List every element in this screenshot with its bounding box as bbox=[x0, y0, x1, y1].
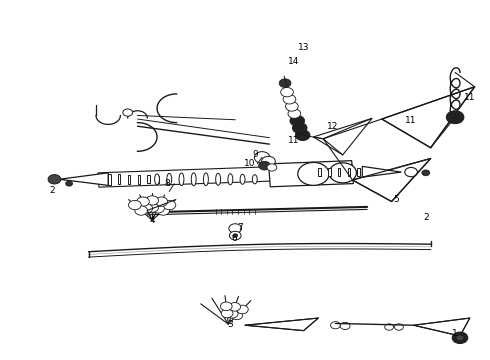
Circle shape bbox=[329, 163, 356, 183]
Circle shape bbox=[293, 123, 307, 134]
Circle shape bbox=[446, 111, 464, 124]
Circle shape bbox=[254, 152, 270, 163]
Circle shape bbox=[146, 196, 159, 205]
Circle shape bbox=[405, 167, 417, 177]
Text: 6: 6 bbox=[231, 234, 237, 243]
Polygon shape bbox=[347, 168, 350, 176]
Circle shape bbox=[295, 130, 310, 140]
Polygon shape bbox=[338, 168, 340, 176]
Circle shape bbox=[262, 156, 275, 166]
Text: 11: 11 bbox=[405, 116, 417, 125]
Polygon shape bbox=[98, 164, 353, 187]
Text: 2: 2 bbox=[49, 186, 55, 195]
Text: 9: 9 bbox=[252, 150, 258, 159]
Circle shape bbox=[140, 204, 153, 213]
Polygon shape bbox=[245, 318, 318, 330]
Circle shape bbox=[135, 206, 147, 215]
Circle shape bbox=[340, 322, 350, 329]
Circle shape bbox=[385, 324, 393, 330]
Circle shape bbox=[290, 116, 305, 126]
Text: 13: 13 bbox=[298, 43, 309, 52]
Ellipse shape bbox=[203, 173, 208, 186]
Circle shape bbox=[288, 109, 301, 118]
Circle shape bbox=[267, 164, 277, 171]
Text: 14: 14 bbox=[288, 57, 299, 66]
Polygon shape bbox=[352, 158, 431, 202]
Circle shape bbox=[229, 231, 241, 240]
Polygon shape bbox=[328, 168, 331, 176]
Ellipse shape bbox=[179, 173, 184, 185]
Circle shape bbox=[298, 162, 329, 185]
Circle shape bbox=[456, 335, 464, 341]
Polygon shape bbox=[138, 175, 140, 184]
Polygon shape bbox=[157, 176, 159, 183]
Ellipse shape bbox=[216, 173, 220, 185]
Circle shape bbox=[152, 204, 164, 213]
Circle shape bbox=[221, 309, 233, 318]
Circle shape bbox=[231, 311, 243, 320]
Circle shape bbox=[237, 305, 248, 314]
Text: 1: 1 bbox=[452, 329, 458, 338]
Circle shape bbox=[281, 87, 294, 97]
Text: 5: 5 bbox=[393, 195, 399, 204]
Text: 3: 3 bbox=[227, 320, 233, 329]
Circle shape bbox=[137, 197, 149, 206]
Polygon shape bbox=[59, 173, 108, 185]
Polygon shape bbox=[128, 175, 130, 184]
Circle shape bbox=[163, 201, 176, 210]
Ellipse shape bbox=[155, 174, 159, 185]
Circle shape bbox=[123, 109, 133, 116]
Circle shape bbox=[422, 170, 430, 176]
Ellipse shape bbox=[228, 174, 233, 185]
Polygon shape bbox=[414, 318, 470, 336]
Text: 11: 11 bbox=[464, 93, 475, 102]
Circle shape bbox=[394, 324, 403, 330]
Text: 11: 11 bbox=[288, 136, 299, 145]
Circle shape bbox=[233, 234, 238, 237]
Ellipse shape bbox=[191, 173, 196, 186]
Circle shape bbox=[226, 310, 238, 318]
Circle shape bbox=[146, 203, 159, 212]
Circle shape bbox=[48, 175, 61, 184]
Circle shape bbox=[220, 302, 232, 311]
Ellipse shape bbox=[240, 174, 245, 184]
Ellipse shape bbox=[252, 175, 257, 184]
Circle shape bbox=[155, 197, 168, 206]
Text: 2: 2 bbox=[423, 213, 429, 222]
Circle shape bbox=[229, 302, 241, 311]
Polygon shape bbox=[269, 161, 353, 187]
Circle shape bbox=[279, 79, 291, 87]
Polygon shape bbox=[362, 166, 401, 177]
Circle shape bbox=[331, 321, 340, 329]
Polygon shape bbox=[118, 174, 121, 184]
Polygon shape bbox=[382, 87, 475, 148]
Text: 12: 12 bbox=[327, 122, 339, 131]
Text: 7: 7 bbox=[237, 223, 243, 232]
Circle shape bbox=[259, 161, 270, 170]
Text: 4: 4 bbox=[149, 216, 155, 225]
Polygon shape bbox=[147, 175, 150, 183]
Circle shape bbox=[66, 181, 73, 186]
Circle shape bbox=[283, 95, 296, 104]
Circle shape bbox=[229, 224, 242, 233]
Polygon shape bbox=[108, 174, 111, 185]
Circle shape bbox=[128, 201, 141, 210]
Polygon shape bbox=[318, 168, 321, 176]
Text: 10: 10 bbox=[244, 159, 256, 168]
Circle shape bbox=[157, 206, 170, 215]
Circle shape bbox=[286, 102, 298, 111]
Text: 8: 8 bbox=[164, 179, 170, 188]
Polygon shape bbox=[314, 118, 372, 155]
Circle shape bbox=[452, 332, 468, 343]
Polygon shape bbox=[357, 168, 360, 176]
Ellipse shape bbox=[167, 174, 172, 185]
